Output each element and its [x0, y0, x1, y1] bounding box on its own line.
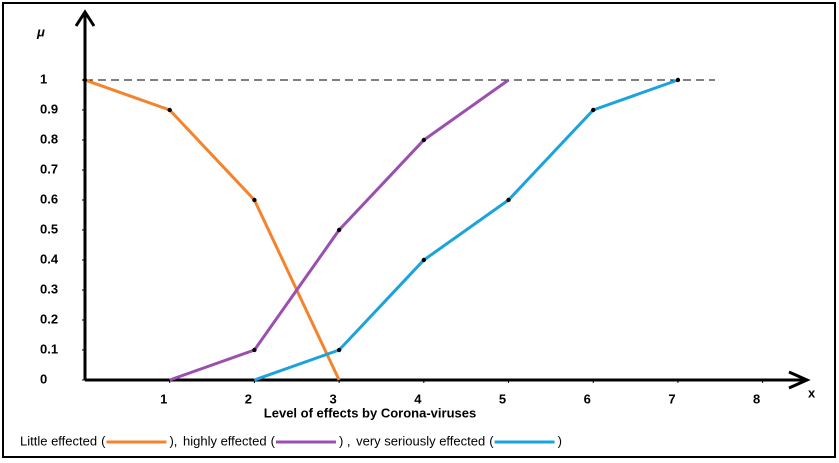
point: [167, 107, 172, 113]
point: [506, 197, 511, 203]
legend-punct: ): [558, 433, 562, 448]
x-tick-label: 5: [499, 391, 506, 406]
y-axis-label: μ: [36, 24, 45, 39]
x-tick-label: 8: [753, 391, 760, 406]
point: [252, 347, 257, 353]
y-tick-label: 0.9: [40, 101, 58, 116]
point: [421, 137, 427, 143]
y-tick-label: 0: [40, 371, 47, 386]
point: [82, 77, 88, 83]
legend-label: Little effected: [20, 433, 97, 448]
point: [421, 257, 427, 263]
legend-punct: ),: [169, 433, 181, 448]
x-arrow: [788, 370, 811, 390]
series-line: [84, 78, 341, 381]
y-tick-label: 0.5: [40, 221, 58, 236]
y-tick-label: 0.3: [40, 281, 58, 296]
x-axis-label: Level of effects by Corona-viruses: [264, 405, 476, 420]
frame: [2, 2, 836, 458]
y-tick-label: 0.2: [40, 311, 58, 326]
y-arrow: [74, 9, 96, 27]
point: [336, 347, 342, 353]
y-tick-label: 0.7: [40, 161, 58, 176]
point: [591, 107, 596, 113]
x-tick-label: 4: [414, 391, 422, 406]
y-tick-label: 0.1: [40, 341, 58, 356]
point: [336, 227, 342, 233]
x-tick-label: 3: [330, 391, 337, 406]
legend-punct: (: [489, 433, 494, 448]
y-tick-label: 0.8: [40, 131, 58, 146]
y-tick-label: 1: [40, 71, 47, 86]
y-tick-label: 0.4: [40, 251, 59, 266]
legend-punct: (: [101, 433, 106, 448]
y-tick-label: 0.6: [40, 191, 58, 206]
legend-punct: (: [271, 433, 276, 448]
legend-label: very seriously effected: [356, 433, 485, 448]
point: [675, 77, 681, 83]
x-tick-label: 2: [245, 391, 252, 406]
x-tick-label: 7: [668, 391, 675, 406]
legend-label: highly effected: [183, 433, 267, 448]
x-tick-label: 1: [160, 391, 167, 406]
x-axis-symbol: x: [808, 385, 816, 400]
x-tick-label: 6: [584, 391, 591, 406]
point: [252, 197, 257, 203]
legend-punct: ) ,: [339, 433, 354, 448]
series-line: [253, 78, 679, 382]
